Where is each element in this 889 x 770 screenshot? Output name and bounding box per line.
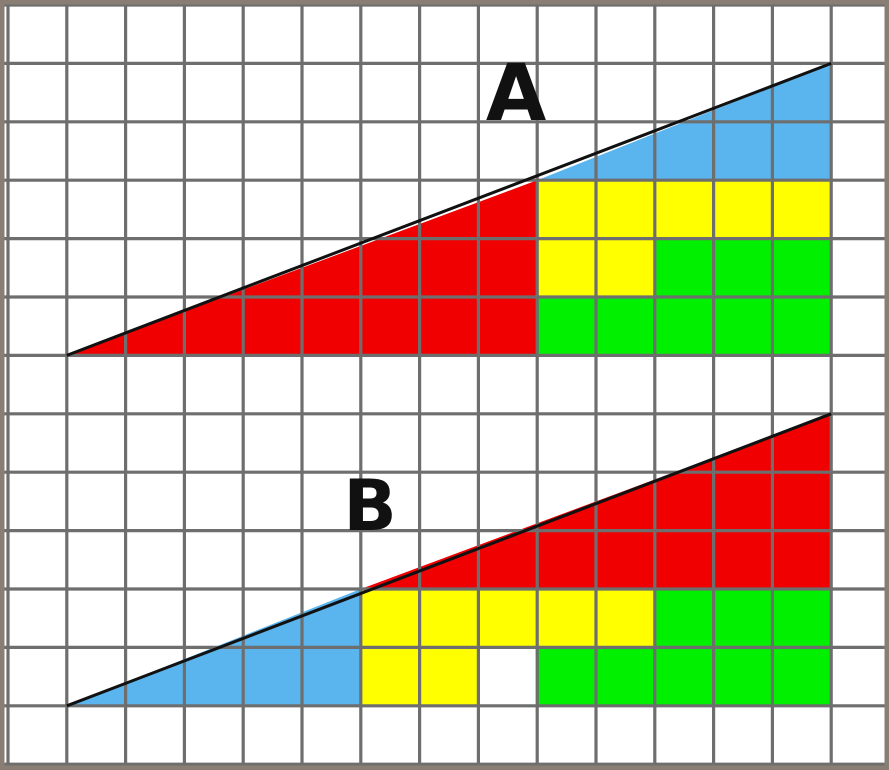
yellow-cell	[596, 589, 655, 648]
green-cell	[713, 238, 773, 297]
green-cell	[772, 297, 832, 356]
yellow-cell	[596, 180, 655, 239]
yellow-cell	[713, 180, 773, 239]
empty-cell	[478, 647, 538, 706]
yellow-cell	[419, 589, 479, 648]
label-a: A	[486, 49, 546, 139]
yellow-cell	[478, 589, 538, 648]
yellow-cell	[419, 647, 479, 706]
yellow-cell	[537, 238, 596, 297]
yellow-cell	[360, 589, 420, 648]
green-cell	[537, 297, 596, 356]
green-cell	[772, 647, 832, 706]
green-cell	[654, 238, 714, 297]
green-cell	[713, 297, 773, 356]
green-cell	[772, 589, 832, 648]
green-cell	[654, 297, 714, 356]
green-cell	[596, 297, 655, 356]
green-cell	[713, 647, 773, 706]
hypotenuse-lines	[66, 61, 832, 708]
green-cell	[772, 238, 832, 297]
green-cell	[654, 589, 714, 648]
green-cell	[537, 647, 596, 706]
yellow-cell	[360, 647, 420, 706]
yellow-cell	[537, 589, 596, 648]
green-cell	[596, 647, 655, 706]
yellow-cell	[537, 180, 596, 239]
yellow-cell	[772, 180, 832, 239]
green-cell	[713, 589, 773, 648]
hypotenuse-b	[66, 412, 832, 708]
green-cell	[654, 647, 714, 706]
label-b: B	[343, 465, 396, 547]
yellow-cell	[596, 238, 655, 297]
yellow-cell	[654, 180, 714, 239]
hypotenuse-a	[66, 61, 832, 357]
